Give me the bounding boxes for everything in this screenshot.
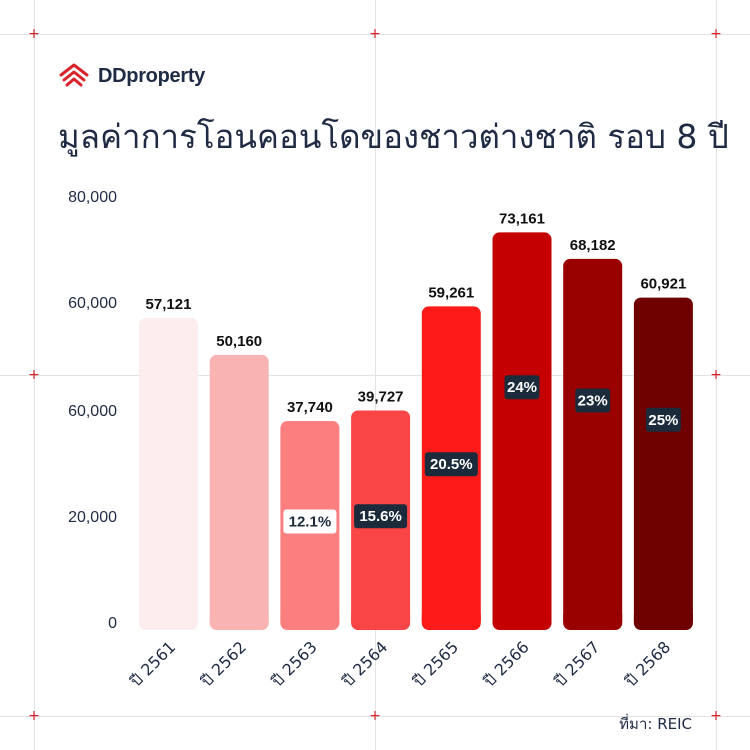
bar [139, 317, 198, 630]
percent-badge [424, 452, 478, 477]
bar-base [280, 614, 340, 622]
y-tick-label: 60,000 [68, 403, 117, 420]
grid-horizontal-top [0, 34, 750, 35]
value-label: 73,161 [499, 210, 545, 227]
crosshair-mark: + [369, 708, 381, 724]
bar-base [139, 614, 198, 622]
percent-label: 15.6% [359, 508, 402, 525]
category-label: ปี 2565 [409, 637, 462, 690]
y-tick-label: 0 [108, 615, 117, 632]
value-label: 60,921 [640, 276, 686, 293]
bar [209, 354, 269, 630]
source-note: ที่มา: REIC [619, 715, 692, 733]
bar-base [421, 614, 481, 622]
crosshair-mark: + [710, 26, 722, 42]
percent-badge [575, 388, 611, 413]
crosshair-mark: + [28, 708, 40, 724]
grid-horizontal-middle [0, 375, 750, 376]
percent-label: 24% [507, 379, 537, 396]
bar [563, 258, 623, 630]
percent-badge [354, 504, 408, 529]
bar [633, 297, 693, 630]
category-label: ปี 2562 [197, 637, 250, 690]
bar-base [563, 614, 623, 622]
y-tick-label: 60,000 [68, 295, 117, 312]
value-label: 37,740 [287, 399, 333, 416]
percent-badge [645, 407, 681, 432]
crosshair-mark: + [710, 367, 722, 383]
category-label: ปี 2561 [126, 637, 179, 690]
house-logo-icon [59, 63, 89, 87]
bar-base [351, 614, 411, 622]
y-tick-label: 20,000 [68, 509, 117, 526]
percent-label: 20.5% [430, 456, 473, 473]
value-label: 68,182 [570, 237, 616, 254]
category-label: ปี 2564 [338, 637, 391, 690]
percent-badge [283, 509, 337, 534]
value-label: 57,121 [146, 296, 192, 313]
category-label: ปี 2563 [267, 637, 320, 690]
brand-name: DDproperty [98, 64, 206, 87]
value-label: 59,261 [428, 284, 474, 301]
bar-base [209, 614, 269, 622]
value-label: 39,727 [358, 388, 404, 405]
crosshair-mark: + [28, 26, 40, 42]
percent-label: 23% [578, 392, 608, 409]
bar-base [633, 614, 693, 622]
grid-horizontal-bottom [0, 716, 750, 717]
percent-badge [504, 375, 540, 400]
bar-base [492, 614, 552, 622]
crosshair-mark: + [710, 708, 722, 724]
percent-label: 12.1% [289, 514, 332, 531]
category-label: ปี 2567 [550, 637, 603, 690]
category-label: ปี 2568 [621, 637, 674, 690]
category-label: ปี 2566 [480, 637, 533, 690]
chart-title: มูลค่าการโอนคอนโดของชาวต่างชาติ รอบ 8 ปี [58, 117, 729, 156]
percent-label: 25% [648, 412, 678, 429]
bar [492, 232, 552, 631]
value-label: 50,160 [216, 333, 262, 350]
crosshair-mark: + [369, 26, 381, 42]
y-tick-label: 80,000 [68, 189, 117, 206]
brand-logo: DDproperty [58, 62, 205, 90]
crosshair-mark: + [28, 367, 40, 383]
